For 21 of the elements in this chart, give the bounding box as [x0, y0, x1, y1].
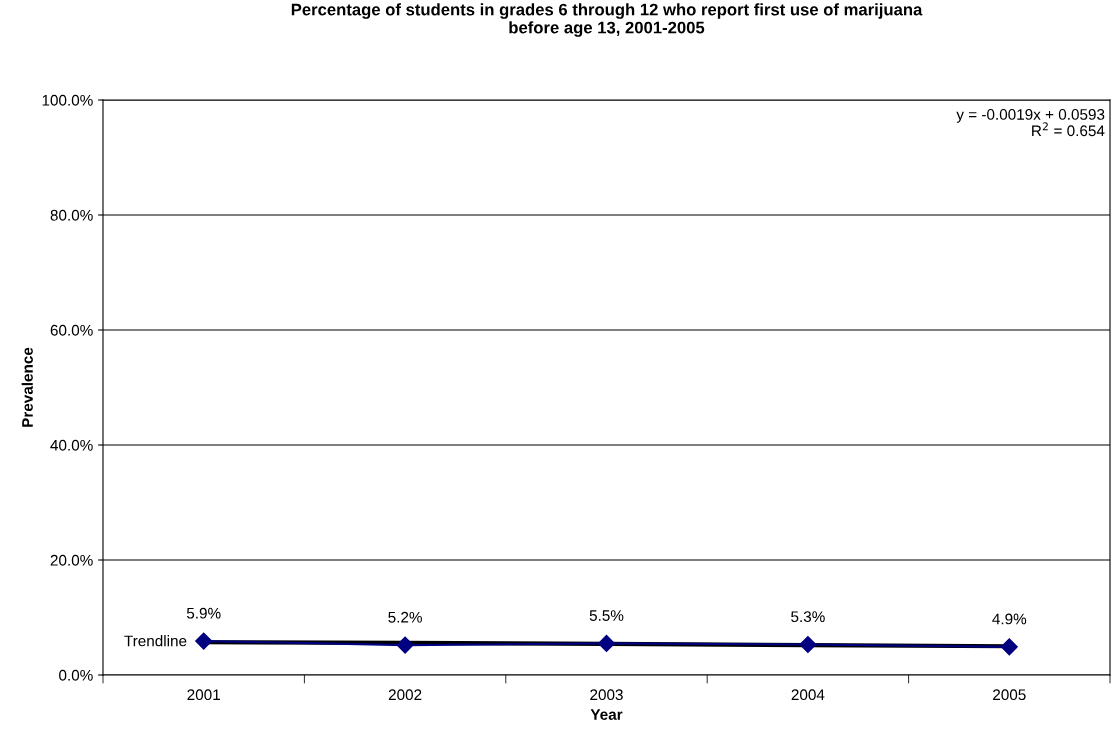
- chart-title: Percentage of students in grades 6 through 12 who report first use of marijuana before age 13, 2001-2005: [291, 3, 923, 37]
- data-label: 4.9%: [992, 613, 1027, 625]
- data-label: 5.2%: [388, 611, 422, 623]
- x-tick-label: 2003: [590, 689, 623, 701]
- data-label: 5.5%: [589, 610, 624, 621]
- x-tick-label: 2002: [388, 689, 422, 701]
- y-axis-title: Prevalence: [21, 347, 33, 427]
- y-tick-label: 60.0%: [50, 324, 93, 336]
- x-axis-title: Year: [590, 709, 623, 720]
- x-tick-label: 2001: [187, 689, 220, 701]
- x-tick-label: 2005: [993, 689, 1026, 701]
- y-tick-label: 0.0%: [59, 669, 93, 681]
- y-tick-label: 100.0%: [42, 94, 93, 106]
- data-label: 5.9%: [186, 607, 221, 619]
- y-tick-label: 40.0%: [50, 439, 93, 451]
- data-label: 5.3%: [791, 611, 825, 623]
- series-label: Trendline: [124, 635, 187, 647]
- y-tick-label: 80.0%: [50, 209, 93, 221]
- x-tick-label: 2004: [791, 689, 825, 701]
- annotation: y = -0.0019x + 0.0593 R$^{2}$ = 0.654: [956, 109, 1105, 137]
- y-tick-label: 20.0%: [50, 554, 93, 566]
